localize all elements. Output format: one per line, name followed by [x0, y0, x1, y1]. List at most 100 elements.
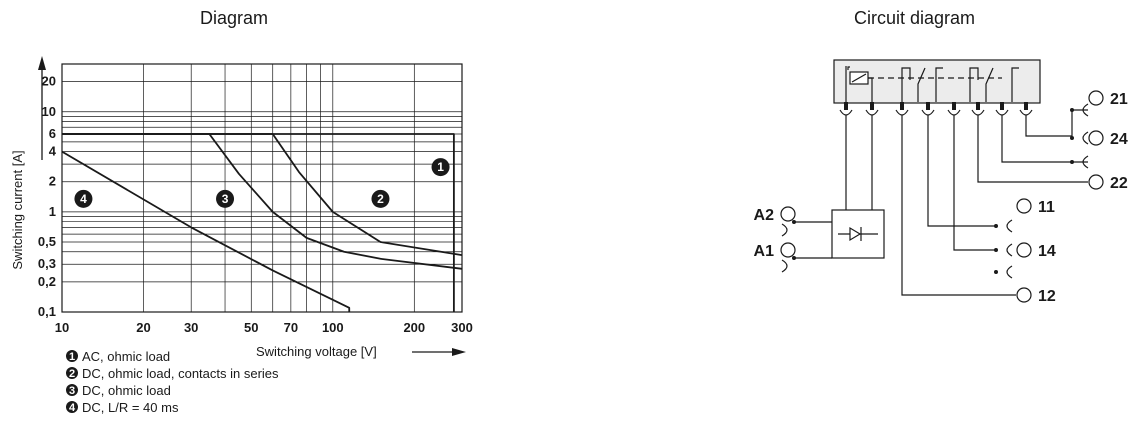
terminal-label-14: 14	[1038, 243, 1056, 260]
contact-set-2-switch	[985, 67, 994, 102]
terminal-label-11: 11	[1038, 199, 1055, 216]
terminal-22	[1088, 174, 1104, 190]
legend-badge-label: 1	[69, 351, 75, 363]
legend-badge-label: 4	[69, 402, 76, 414]
x-tick-label: 70	[284, 320, 298, 335]
pin-plug	[900, 102, 904, 110]
legend-entry-3: DC, ohmic load	[82, 383, 171, 398]
y-tick-label: 10	[42, 104, 56, 119]
wire-24-upper	[1001, 115, 1056, 163]
contact-set-1-switch	[917, 67, 926, 102]
terminal-label-21: 21	[1110, 91, 1128, 108]
x-tick-label: 100	[322, 320, 344, 335]
wire-11	[927, 115, 996, 227]
y-tick-label: 20	[42, 74, 56, 89]
pin-plug	[926, 102, 930, 110]
series-line-3	[62, 133, 463, 270]
terminal-socket	[1006, 243, 1013, 257]
pin-socket	[947, 109, 961, 116]
terminal-label-A1: A1	[754, 243, 775, 260]
terminal-A2	[780, 206, 796, 222]
terminal-11	[1016, 198, 1032, 214]
y-tick-label: 1	[49, 204, 56, 219]
pin-socket	[995, 109, 1009, 116]
x-tick-label: 10	[55, 320, 69, 335]
series-badge-3	[216, 189, 235, 208]
pin-plug	[976, 102, 980, 110]
junction-dot	[1070, 160, 1074, 164]
series-line-1	[62, 133, 455, 312]
chart-badges: 1 2 3 4	[74, 158, 450, 208]
series-badge-2	[371, 189, 390, 208]
y-tick-label: 0,1	[38, 304, 56, 319]
legend-badge-2	[66, 367, 78, 379]
wire-12	[901, 115, 1016, 296]
contact-set-2	[969, 67, 979, 102]
pin-socket	[895, 109, 909, 116]
junction-dot	[1070, 108, 1074, 112]
circuit-terminals: 21 24 22 11 14 12 A2 A1	[754, 90, 1128, 305]
pin-socket	[839, 109, 853, 116]
y-tick-label: 4	[49, 144, 57, 159]
contact-set-2-nc	[1011, 67, 1019, 102]
wire-14	[953, 115, 996, 251]
junction-dot	[994, 270, 998, 274]
series-badge-4	[74, 189, 93, 208]
pin-plug	[1000, 102, 1004, 110]
pin-socket	[1019, 109, 1033, 116]
terminal-socket	[1006, 265, 1013, 279]
contact-set-1-nc	[935, 67, 943, 102]
x-tick-label: 50	[244, 320, 258, 335]
x-tick-label: 300	[451, 320, 473, 335]
pin-socket	[921, 109, 935, 116]
pin-plug	[1024, 102, 1028, 110]
junction-dot	[994, 224, 998, 228]
chart-title: Diagram	[200, 8, 269, 28]
circuit-diagram: 21 24 22 11 14 12 A2 A1	[754, 59, 1128, 305]
series-badge-1	[431, 158, 450, 177]
terminal-socket	[1082, 155, 1089, 169]
legend-entry-4: DC, L/R = 40 ms	[82, 400, 179, 415]
legend-entry-1: AC, ohmic load	[82, 349, 170, 364]
terminal-socket	[1082, 103, 1089, 117]
chart-ticks: 10 20 30 50 70 100 200 300 0,1 0,2 0,3 0,5 1 2 4 6 10 20	[38, 74, 473, 335]
y-axis-label: Switching current [A]	[10, 150, 25, 269]
series-badge-label: 3	[222, 192, 229, 206]
terminal-label-12: 12	[1038, 288, 1056, 305]
series-badge-label: 2	[377, 192, 384, 206]
pin-socket	[971, 109, 985, 116]
legend-badge-3	[66, 384, 78, 396]
series-line-2	[62, 133, 463, 257]
y-tick-label: 6	[49, 126, 56, 141]
circuit-title: Circuit diagram	[854, 8, 976, 28]
legend-badge-label: 2	[69, 368, 75, 380]
junction-dot	[994, 248, 998, 252]
terminal-21	[1088, 90, 1104, 106]
legend-badge-1	[66, 350, 78, 362]
series-line-4	[61, 150, 351, 312]
pin-plug	[870, 102, 874, 110]
contact-set-1	[901, 67, 911, 102]
plot-frame	[61, 63, 463, 313]
junction-dot	[792, 256, 796, 260]
x-axis-arrowhead	[452, 348, 466, 356]
terminal-socket	[781, 259, 788, 273]
x-tick-label: 200	[403, 320, 425, 335]
x-tick-label: 20	[136, 320, 150, 335]
coil-left-lead	[847, 66, 850, 70]
junction-dot	[1070, 136, 1074, 140]
legend-entry-2: DC, ohmic load, contacts in series	[82, 366, 279, 381]
diode-triangle	[849, 226, 862, 242]
x-axis-label: Switching voltage [V]	[256, 344, 377, 359]
legend-badge-label: 3	[69, 385, 75, 397]
wire-22	[977, 115, 1088, 183]
terminal-24	[1088, 130, 1104, 146]
y-tick-label: 2	[49, 174, 56, 189]
terminal-label-24: 24	[1110, 131, 1128, 148]
y-tick-label: 0,5	[38, 234, 56, 249]
pin-plug	[952, 102, 956, 110]
pin-socket	[865, 109, 879, 116]
chart-grid	[61, 63, 463, 313]
terminal-14	[1016, 242, 1032, 258]
terminal-socket	[1082, 131, 1089, 145]
